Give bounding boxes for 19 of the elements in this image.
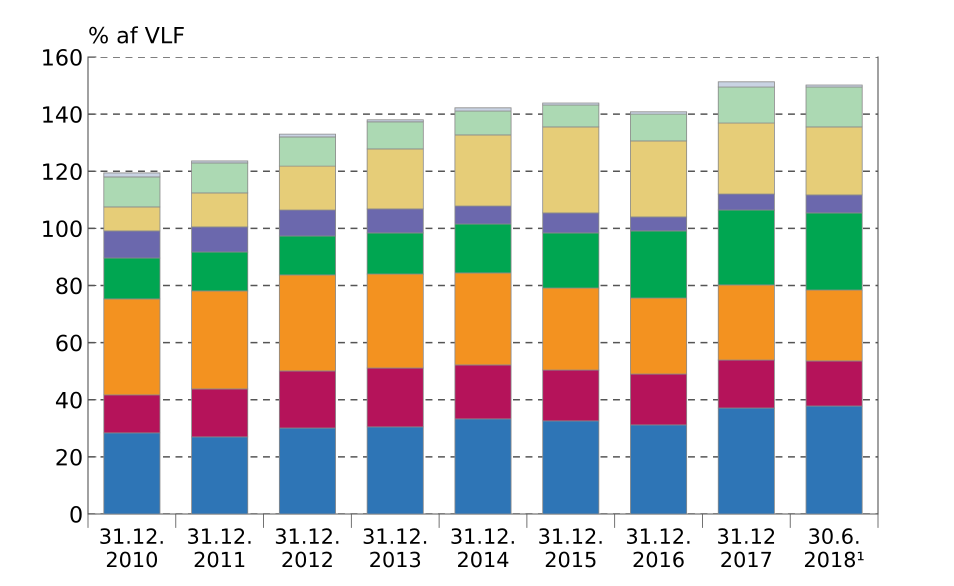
y-tick-label: 140 [43, 106, 82, 123]
y-tick-label: 100 [43, 220, 82, 238]
x-tick-label: 31.12. 2016 [627, 528, 690, 568]
x-tick-label: 31.12. 2011 [188, 528, 251, 568]
y-tick-label: 160 [43, 48, 82, 66]
x-tick-label: 31.12. 2014 [451, 528, 514, 568]
x-tick-label: 31.12. 2010 [100, 528, 163, 568]
y-tick-label: 120 [43, 163, 82, 180]
x-tick-label: 31.12. 2013 [364, 528, 426, 568]
x-tick-label: 30.6. 2018¹ [804, 528, 864, 568]
x-tick-label: 31.12. 2015 [539, 528, 602, 568]
x-tick-label: 31.12 2017 [718, 528, 774, 568]
y-axis-title: % af VLF [89, 26, 184, 44]
y-tick-label: 60 [56, 334, 82, 352]
y-tick-label: 40 [56, 392, 82, 409]
y-tick-label: 20 [56, 448, 82, 466]
x-tick-label: 31.12. 2012 [276, 528, 338, 568]
y-tick-label: 0 [70, 506, 82, 523]
y-tick-label: 80 [56, 277, 82, 294]
